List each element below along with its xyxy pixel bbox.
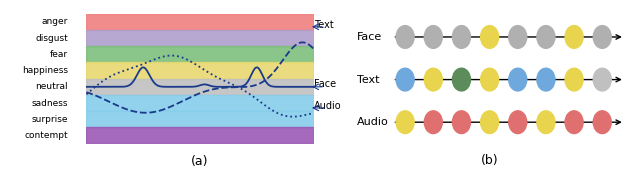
Bar bbox=[86, 127, 314, 144]
Text: Audio: Audio bbox=[357, 117, 389, 127]
Circle shape bbox=[396, 68, 414, 91]
Text: (a): (a) bbox=[191, 155, 209, 168]
Text: Audio: Audio bbox=[314, 101, 341, 111]
Circle shape bbox=[452, 111, 470, 134]
Circle shape bbox=[593, 26, 611, 48]
Circle shape bbox=[565, 26, 583, 48]
Circle shape bbox=[452, 26, 470, 48]
Text: contempt: contempt bbox=[24, 131, 68, 140]
Circle shape bbox=[481, 26, 499, 48]
Circle shape bbox=[424, 68, 442, 91]
Text: sadness: sadness bbox=[32, 99, 68, 108]
Text: Face: Face bbox=[314, 79, 336, 89]
Circle shape bbox=[537, 68, 555, 91]
Bar bbox=[86, 30, 314, 46]
Circle shape bbox=[537, 26, 555, 48]
Circle shape bbox=[481, 111, 499, 134]
Circle shape bbox=[593, 68, 611, 91]
Circle shape bbox=[537, 111, 555, 134]
Circle shape bbox=[509, 68, 527, 91]
Text: surprise: surprise bbox=[32, 115, 68, 124]
Circle shape bbox=[509, 26, 527, 48]
Circle shape bbox=[424, 111, 442, 134]
Bar bbox=[86, 95, 314, 111]
Bar bbox=[86, 111, 314, 127]
Circle shape bbox=[509, 111, 527, 134]
Text: Text: Text bbox=[314, 20, 333, 30]
Text: Face: Face bbox=[357, 32, 383, 42]
Bar bbox=[86, 79, 314, 95]
Bar bbox=[86, 46, 314, 62]
Text: (b): (b) bbox=[481, 154, 499, 167]
Circle shape bbox=[452, 68, 470, 91]
Text: disgust: disgust bbox=[35, 34, 68, 43]
Circle shape bbox=[396, 111, 414, 134]
Text: neutral: neutral bbox=[36, 82, 68, 91]
Text: Text: Text bbox=[357, 75, 380, 85]
Circle shape bbox=[424, 26, 442, 48]
Text: happiness: happiness bbox=[22, 66, 68, 75]
Circle shape bbox=[565, 111, 583, 134]
Text: fear: fear bbox=[50, 50, 68, 59]
Circle shape bbox=[593, 111, 611, 134]
Text: anger: anger bbox=[42, 17, 68, 26]
Circle shape bbox=[481, 68, 499, 91]
Circle shape bbox=[565, 68, 583, 91]
Circle shape bbox=[396, 26, 414, 48]
Bar bbox=[86, 62, 314, 79]
Bar bbox=[86, 14, 314, 30]
